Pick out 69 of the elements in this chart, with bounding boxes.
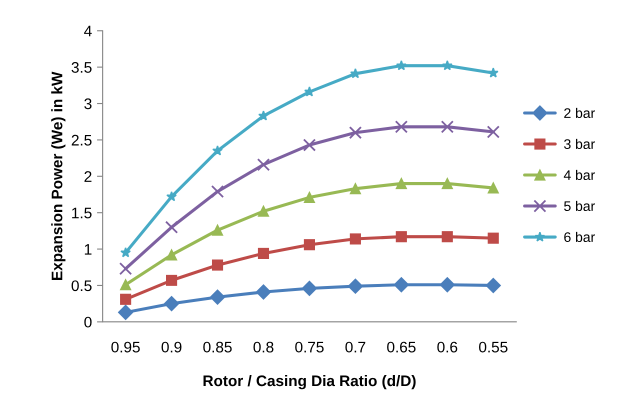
x-tick-label: 0.55 [479,342,508,353]
y-tick-label: 1 [84,244,92,255]
point [257,158,270,172]
point [488,182,499,194]
point [348,278,363,294]
point [486,125,500,138]
x-tick-label: 0.8 [253,342,274,353]
y-axis-title: Expansion Power (We) in kW [51,72,66,280]
point [486,278,501,294]
y-tick-label: 1.5 [72,208,92,218]
y-tick-label: 4 [84,26,92,36]
point [256,284,272,300]
legend-label: 6 bar [564,232,595,242]
point [350,233,361,244]
x-tick-label: 0.7 [345,342,366,353]
y-tick-label: 0 [84,316,92,328]
legend-label: 3 bar [564,138,595,150]
legend-label: 4 bar [564,170,595,180]
x-tick-label: 0.75 [295,342,324,353]
point [488,232,499,244]
point [302,280,318,296]
point [118,304,134,320]
point [440,120,454,134]
point [258,110,269,121]
point [396,231,407,242]
point [258,248,270,259]
point [488,67,499,78]
point [120,247,131,258]
point [440,277,455,292]
point [396,60,407,70]
legend-label: 2 bar [564,108,595,118]
x-tick-label: 0.85 [203,342,232,353]
y-tick-label: 0.5 [72,280,92,292]
point [165,220,178,234]
point [166,274,178,286]
point [442,231,453,242]
point [394,120,408,134]
point [302,138,316,152]
point [212,260,224,271]
point [164,296,180,312]
point [119,262,132,276]
point [212,145,223,156]
point [442,178,453,190]
x-axis-title: Rotor / Casing Dia Ratio (d/D) [204,374,416,390]
point [394,277,409,292]
point [258,206,270,217]
point [304,86,315,97]
point [304,239,315,250]
y-tick-label: 2.5 [72,134,92,146]
y-tick-label: 2 [84,171,92,182]
point [396,178,407,190]
point [442,60,453,70]
point [350,183,361,194]
x-tick-label: 0.65 [387,342,416,353]
point [210,290,226,305]
x-tick-label: 0.95 [111,342,140,353]
point [304,192,315,203]
y-tick-label: 3 [84,98,92,110]
x-tick-label: 0.9 [162,342,182,353]
legend-label: 5 bar [564,200,595,212]
point [166,249,178,260]
point [120,279,132,290]
point [348,126,362,140]
point [166,191,177,202]
point [212,224,224,236]
y-tick-label: 3.5 [72,62,92,73]
point [120,294,132,305]
x-tick-label: 0.6 [437,342,458,353]
point [211,185,224,198]
